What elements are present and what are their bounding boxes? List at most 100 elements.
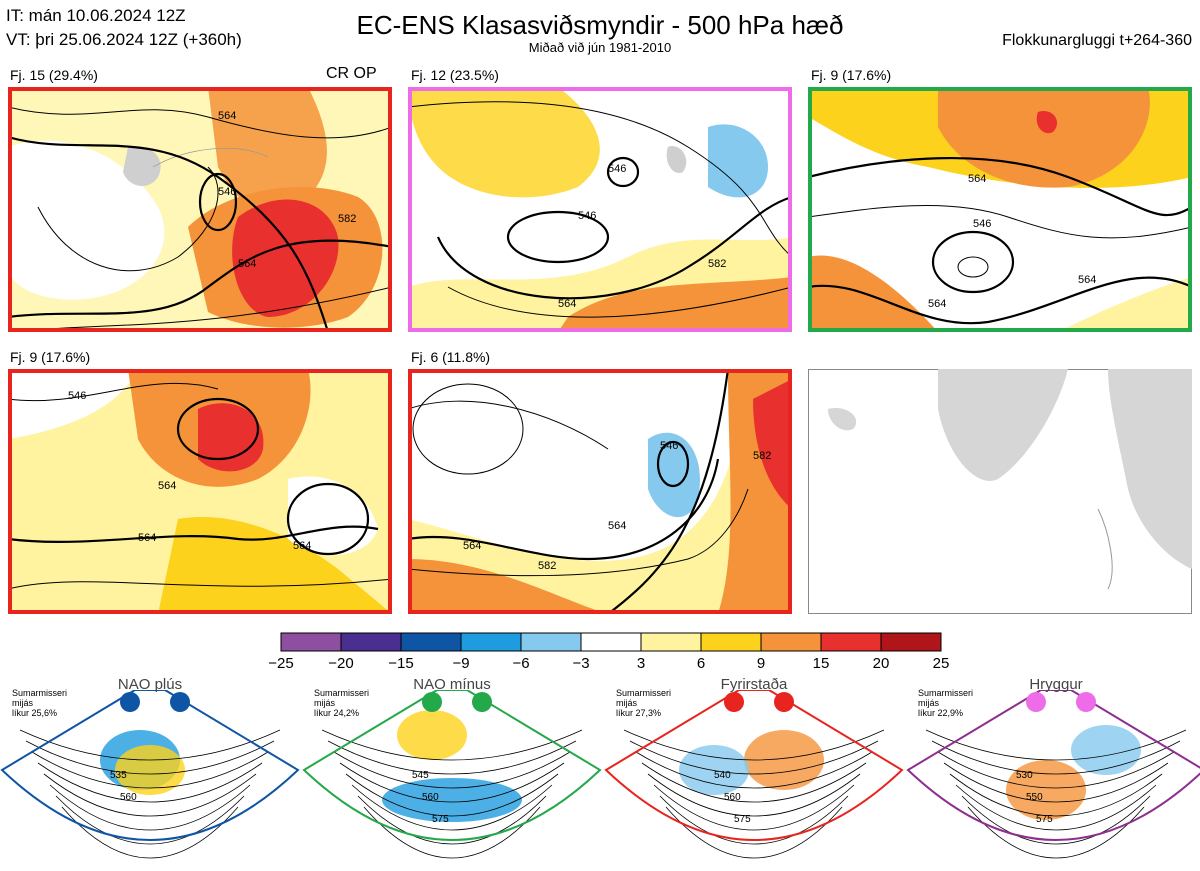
panel-1-op-tag: CR OP xyxy=(326,65,377,82)
regime-dot xyxy=(120,692,140,712)
cluster-map-3: 546 564 564 564 xyxy=(808,87,1192,332)
regime-contour-label: 545 xyxy=(412,770,429,781)
colorbar-tick-label: −25 xyxy=(268,655,294,672)
svg-text:564: 564 xyxy=(238,258,256,270)
colorbar-swatch xyxy=(520,632,582,652)
colorbar-tick-label: 3 xyxy=(636,655,646,672)
regime-dot xyxy=(724,692,744,712)
regime-fan-4: 530 550 575 xyxy=(906,690,1200,859)
classification-window: Flokkunargluggi t+264-360 xyxy=(1002,32,1192,49)
colorbar-swatch xyxy=(460,632,522,652)
cluster-map-1: 546 564 564 582 xyxy=(8,87,392,332)
svg-text:582: 582 xyxy=(338,213,356,225)
colorbar-swatch xyxy=(700,632,762,652)
svg-text:564: 564 xyxy=(1078,274,1096,286)
svg-text:564: 564 xyxy=(293,540,311,552)
colorbar-swatch xyxy=(400,632,462,652)
svg-text:546: 546 xyxy=(68,390,86,402)
cluster-map-4: 546 564 564 564 xyxy=(8,369,392,614)
regime-dot xyxy=(422,692,442,712)
svg-text:582: 582 xyxy=(708,258,726,270)
cluster-map-2: 546 546 582 564 xyxy=(408,87,792,332)
regime-name: Hryggur xyxy=(1029,676,1083,693)
regime-contour-label: 560 xyxy=(724,792,741,803)
regime-contour-label: 575 xyxy=(432,814,449,825)
regime-name: Fyrirstaða xyxy=(720,676,788,693)
regime-contour-label: 540 xyxy=(714,770,731,781)
regime-info-line: mijás xyxy=(918,698,940,708)
panel-1-label: Fj. 15 (29.4%) xyxy=(10,67,98,83)
colorbar-swatch xyxy=(340,632,402,652)
regime-contour-label: 575 xyxy=(734,814,751,825)
chart-subtitle: Miðað við jún 1981-2010 xyxy=(528,40,672,55)
colorbar-swatch xyxy=(580,632,642,652)
svg-text:564: 564 xyxy=(608,520,626,532)
regime-fan-1: 535 560 xyxy=(0,690,300,859)
regime-contour-label: 530 xyxy=(1016,770,1033,781)
colorbar-tick-label: −3 xyxy=(572,655,590,672)
svg-text:546: 546 xyxy=(608,163,626,175)
panel-3-label: Fj. 9 (17.6%) xyxy=(811,67,892,83)
regime-dot xyxy=(1026,692,1046,712)
regime-contour-label: 550 xyxy=(1026,792,1043,803)
regime-info-line: Sumarmisseri xyxy=(918,688,974,698)
regime-contour-label: 560 xyxy=(120,792,137,803)
svg-text:546: 546 xyxy=(973,218,991,230)
svg-text:564: 564 xyxy=(968,173,986,185)
regime-info-line: mijás xyxy=(616,698,638,708)
colorbar-tick-label: 20 xyxy=(872,655,890,672)
regime-info-line: Sumarmisseri xyxy=(314,688,370,698)
colorbar-tick-label: −15 xyxy=(388,655,414,672)
colorbar-tick-label: 25 xyxy=(932,655,950,672)
regime-info-line: líkur 27,3% xyxy=(616,708,662,718)
regime-name: NAO mínus xyxy=(413,676,491,693)
cluster-map-5: 546 564 582 564 582 xyxy=(408,369,792,614)
colorbar xyxy=(280,632,942,652)
regime-info-line: mijás xyxy=(314,698,336,708)
svg-text:546: 546 xyxy=(218,186,236,198)
colorbar-tick-label: 9 xyxy=(756,655,766,672)
colorbar-swatch xyxy=(760,632,822,652)
colorbar-swatch xyxy=(880,632,942,652)
regime-info-line: líkur 25,6% xyxy=(12,708,58,718)
colorbar-swatch xyxy=(820,632,882,652)
regime-contour-label: 535 xyxy=(110,770,127,781)
svg-text:564: 564 xyxy=(138,532,156,544)
regime-info-line: mijás xyxy=(12,698,34,708)
regime-dot xyxy=(774,692,794,712)
empty-map xyxy=(808,369,1192,614)
regime-info-line: líkur 24,2% xyxy=(314,708,360,718)
regime-info-line: Sumarmisseri xyxy=(616,688,672,698)
colorbar-tick-label: 15 xyxy=(812,655,830,672)
svg-text:582: 582 xyxy=(538,560,556,572)
colorbar-swatch xyxy=(280,632,342,652)
panel-2-label: Fj. 12 (23.5%) xyxy=(411,67,499,83)
svg-text:564: 564 xyxy=(928,298,946,310)
svg-text:564: 564 xyxy=(218,110,236,122)
regime-contour-label: 560 xyxy=(422,792,439,803)
regime-contour-label: 575 xyxy=(1036,814,1053,825)
regime-dot xyxy=(472,692,492,712)
colorbar-tick-label: −9 xyxy=(452,655,470,672)
colorbar-tick-label: −20 xyxy=(328,655,354,672)
regime-fan-3: 540 560 575 xyxy=(604,690,904,859)
chart-title: EC-ENS Klasasviðsmyndir - 500 hPa hæð xyxy=(356,10,844,40)
colorbar-swatch xyxy=(640,632,702,652)
valid-time: VT: þri 25.06.2024 12Z (+360h) xyxy=(6,30,242,49)
svg-text:564: 564 xyxy=(463,540,481,552)
panel-5-label: Fj. 6 (11.8%) xyxy=(411,349,491,365)
regime-fan-2: 545 560 575 xyxy=(302,690,602,859)
analysis-time: IT: mán 10.06.2024 12Z xyxy=(6,6,186,25)
regime-name: NAO plús xyxy=(117,676,183,693)
svg-text:546: 546 xyxy=(660,440,678,452)
svg-text:582: 582 xyxy=(753,450,771,462)
regime-dot xyxy=(1076,692,1096,712)
colorbar-tick-label: −6 xyxy=(512,655,530,672)
panel-4-label: Fj. 9 (17.6%) xyxy=(10,349,91,365)
regime-dot xyxy=(170,692,190,712)
regime-info-line: líkur 22,9% xyxy=(918,708,964,718)
svg-text:546: 546 xyxy=(578,210,596,222)
svg-text:564: 564 xyxy=(558,298,576,310)
svg-text:564: 564 xyxy=(158,480,176,492)
colorbar-tick-label: 6 xyxy=(696,655,706,672)
